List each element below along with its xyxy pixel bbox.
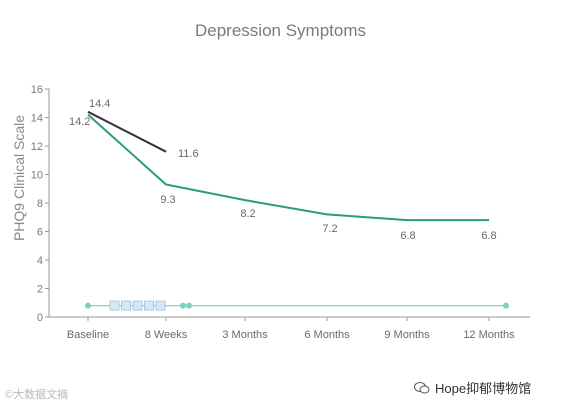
data-label: 8.2	[240, 208, 255, 220]
x-tick-label: Baseline	[67, 329, 109, 341]
x-tick-label: 9 Months	[384, 329, 430, 341]
x-axis: Baseline 8 Weeks 3 Months 6 Months 9 Months 1…	[49, 316, 530, 341]
y-tick-label: 6	[37, 227, 43, 239]
series-lines	[87, 110, 489, 222]
series-line-1	[87, 110, 167, 153]
y-axis-label: PHQ9 Clinical Scale	[11, 115, 27, 241]
x-tick-label: 8 Weeks	[145, 329, 188, 341]
x-tick-label: 12 Months	[463, 329, 515, 341]
timeline-dot	[85, 302, 91, 309]
series-line-2	[87, 113, 489, 222]
timeline-box	[155, 300, 166, 311]
x-tick-label: 3 Months	[222, 329, 268, 341]
data-label: 6.8	[400, 230, 415, 242]
timeline-dot	[186, 302, 192, 309]
timeline-track	[85, 300, 509, 311]
chart-title: Depression Symptoms	[194, 21, 366, 40]
timeline-box	[144, 300, 154, 311]
timeline-dot	[180, 302, 186, 309]
x-tick-label: 6 Months	[304, 329, 350, 341]
y-tick-label: 0	[37, 312, 43, 324]
y-tick-label: 10	[31, 170, 43, 182]
watermark-right: Hope抑郁博物馆	[414, 378, 531, 397]
watermark-right-text: Hope抑郁博物馆	[435, 381, 532, 396]
data-label: 7.2	[322, 223, 337, 235]
data-labels: 14.4 11.6 14.2 9.3 8.2 7.2 6.8 6.8	[69, 98, 497, 242]
timeline-box	[132, 300, 143, 311]
data-label: 11.6	[178, 148, 199, 160]
watermark-left: ©大数据文摘	[5, 389, 69, 401]
y-tick-label: 12	[31, 141, 43, 153]
y-tick-label: 4	[37, 255, 43, 267]
timeline-box	[109, 300, 120, 311]
wechat-icon	[414, 381, 430, 393]
data-label: 6.8	[481, 230, 496, 242]
y-tick-label: 2	[37, 284, 43, 296]
data-label: 14.2	[69, 116, 90, 128]
y-tick-label: 8	[37, 198, 43, 210]
y-tick-label: 16	[31, 84, 43, 96]
y-axis: 0 2 4 6 8 10 12 14 16	[31, 84, 50, 324]
timeline-dot	[503, 302, 509, 309]
timeline-box	[121, 300, 131, 311]
data-label: 14.4	[89, 98, 110, 110]
data-label: 9.3	[160, 194, 175, 206]
y-tick-label: 14	[31, 113, 43, 125]
